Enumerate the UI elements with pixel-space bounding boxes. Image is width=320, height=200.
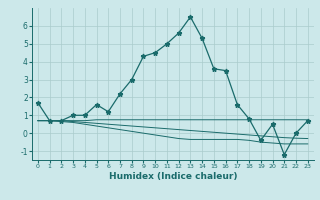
X-axis label: Humidex (Indice chaleur): Humidex (Indice chaleur) [108, 172, 237, 181]
